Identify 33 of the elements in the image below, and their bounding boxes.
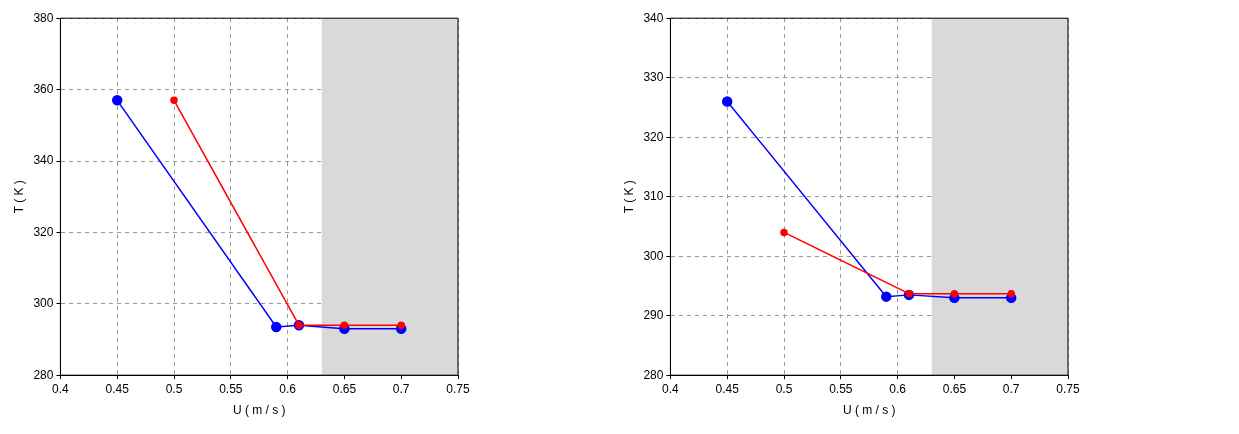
x-axis-title: U ( m / s ) — [232, 403, 286, 418]
y-tick-label: 280 — [643, 367, 664, 382]
y-tick-label: 340 — [643, 10, 664, 25]
y-tick-label: 310 — [643, 189, 664, 204]
x-tick-label: 0.6 — [889, 381, 907, 396]
x-tick-label: 0.7 — [1002, 381, 1020, 396]
x-tick-label: 0.55 — [219, 381, 243, 396]
x-tick-label: 0.6 — [279, 381, 297, 396]
x-tick-label: 0.65 — [942, 381, 967, 396]
x-tick-label: 0.55 — [829, 381, 853, 396]
y-tick-label: 340 — [33, 153, 54, 168]
y-tick-label: 320 — [643, 129, 664, 144]
x-tick-label: 0.7 — [392, 381, 410, 396]
y-tick-label: 320 — [33, 224, 54, 239]
x-tick-label: 0.4 — [52, 381, 70, 396]
x-tick-label: 0.5 — [165, 381, 183, 396]
x-tick-label: 0.4 — [662, 381, 680, 396]
x-axis-title: U ( m / s ) — [842, 403, 896, 418]
x-tick-label: 0.45 — [715, 381, 740, 396]
y-tick-label: 380 — [33, 10, 54, 25]
y-tick-label: 280 — [33, 367, 54, 382]
y-axis-title: T ( K ) — [11, 180, 26, 214]
y-tick-label: 300 — [33, 296, 54, 311]
x-tick-label: 0.5 — [775, 381, 793, 396]
x-tick-label: 0.75 — [1056, 381, 1080, 396]
y-axis-title: T ( K ) — [621, 180, 636, 214]
x-tick-label: 0.65 — [332, 381, 357, 396]
y-tick-label: 290 — [643, 308, 664, 323]
x-tick-label: 0.75 — [446, 381, 470, 396]
y-tick-label: 300 — [643, 248, 664, 263]
y-tick-label: 360 — [33, 81, 54, 96]
y-tick-label: 330 — [643, 70, 664, 85]
x-tick-label: 0.45 — [105, 381, 130, 396]
